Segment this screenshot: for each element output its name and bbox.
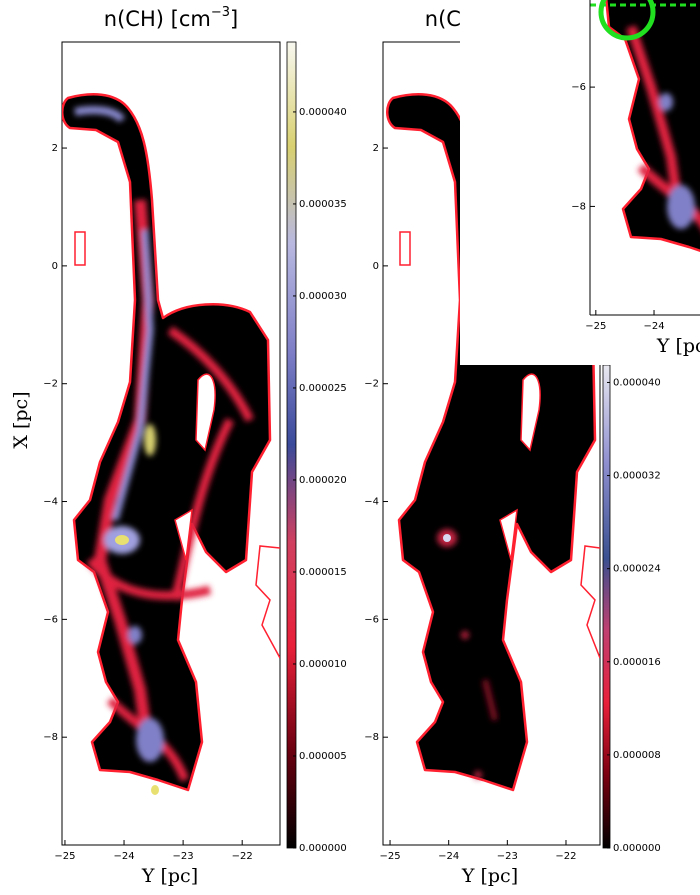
- colorbar-tick-label: 0.000024: [613, 564, 661, 575]
- colorbar-tick-label: 0.000000: [299, 843, 347, 854]
- page: −25−24−23−2220−2−4−6−8n(CH) [cm−3]−25−24…: [0, 0, 700, 895]
- x-tick-label: −23: [497, 851, 518, 862]
- y-tick-label: 2: [52, 143, 58, 154]
- x-tick-label: −24: [113, 851, 134, 862]
- colorbar-tick-label: 0.000020: [299, 475, 347, 486]
- colorbar-tick-label: 0.000025: [299, 383, 347, 394]
- figure: −25−24−23−2220−2−4−6−8n(CH) [cm−3]−25−24…: [0, 0, 700, 895]
- colorbar-tick-label: 0.000040: [613, 377, 661, 388]
- y-tick-label: 0: [52, 261, 58, 272]
- x-tick-label: −25: [585, 321, 606, 332]
- colorbar-tick-label: 0.000015: [299, 567, 347, 578]
- y-tick-label: −6: [571, 82, 586, 93]
- colorbar: [603, 365, 610, 848]
- y-tick-label: −8: [364, 732, 379, 743]
- x-axis-label: Y [pc]: [461, 865, 518, 887]
- panel-title: n(CH) [cm−3]: [104, 5, 238, 32]
- x-tick-label: −24: [438, 851, 459, 862]
- title-end: ]: [230, 7, 238, 31]
- y-tick-label: −2: [364, 379, 379, 390]
- colorbar-tick-label: 0.000005: [299, 751, 347, 762]
- y-tick-label: 2: [373, 143, 379, 154]
- y-tick-label: −8: [43, 732, 58, 743]
- x-tick-label: −22: [555, 851, 576, 862]
- y-tick-label: −4: [364, 497, 379, 508]
- x-axis-label: Y [pc]: [656, 335, 700, 357]
- y-tick-label: −2: [43, 379, 58, 390]
- y-tick-label: −4: [43, 497, 58, 508]
- colorbar: [287, 42, 296, 848]
- x-tick-label: −23: [173, 851, 194, 862]
- y-tick-label: −6: [43, 614, 58, 625]
- x-tick-label: −22: [232, 851, 253, 862]
- colorbar-tick-label: 0.000030: [299, 291, 347, 302]
- x-tick-label: −25: [379, 851, 400, 862]
- y-tick-label: −6: [364, 614, 379, 625]
- y-axis-label: X [pc]: [10, 391, 32, 448]
- colorbar-tick-label: 0.000000: [613, 843, 661, 854]
- colorbar-tick-label: 0.000035: [299, 199, 347, 210]
- colorbar-tick-label: 0.000040: [299, 107, 347, 118]
- colorbar-tick-label: 0.000032: [613, 471, 661, 482]
- panel-1: [62, 42, 296, 848]
- colorbar-tick-label: 0.000016: [613, 657, 661, 668]
- colorbar-tick-label: 0.000008: [613, 750, 661, 761]
- y-tick-label: 0: [373, 261, 379, 272]
- x-tick-label: −24: [643, 321, 664, 332]
- x-tick-label: −25: [54, 851, 75, 862]
- x-axis-label: Y [pc]: [141, 865, 198, 887]
- title-exponent: −3: [211, 5, 230, 20]
- title-text: n(CH) [cm: [104, 7, 211, 31]
- colorbar-tick-label: 0.000010: [299, 659, 347, 670]
- y-tick-label: −8: [571, 201, 586, 212]
